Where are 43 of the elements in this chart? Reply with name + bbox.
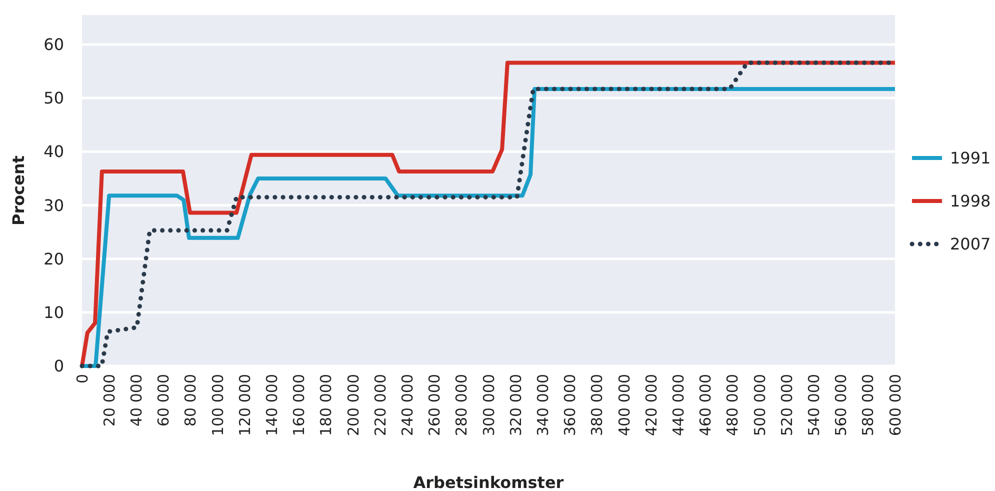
- x-tick-label: 220 000: [371, 374, 390, 436]
- y-tick-label: 40: [44, 142, 64, 162]
- y-tick-label: 0: [54, 356, 64, 376]
- x-tick-label: 440 000: [669, 374, 688, 436]
- x-tick-label: 580 000: [859, 374, 878, 436]
- x-tick-label: 280 000: [452, 374, 471, 436]
- y-tick-label: 60: [44, 35, 64, 54]
- x-tick-label: 40 000: [127, 374, 146, 426]
- x-tick-label: 520 000: [778, 374, 796, 436]
- y-tick-label: 30: [44, 196, 64, 215]
- x-tick-label: 240 000: [398, 374, 416, 436]
- x-tick-label: 420 000: [642, 374, 660, 436]
- x-tick-label: 260 000: [426, 374, 444, 436]
- x-tick-label: 540 000: [804, 374, 823, 436]
- legend-label: 2007: [950, 234, 991, 254]
- x-tick-label: 200 000: [344, 374, 362, 436]
- x-tick-label: 180 000: [317, 374, 336, 436]
- legend-label: 1998: [950, 192, 991, 211]
- x-tick-label: 400 000: [615, 374, 634, 436]
- x-tick-label: 460 000: [696, 374, 715, 436]
- x-tick-label: 300 000: [480, 374, 498, 436]
- x-tick-label: 20 000: [100, 374, 118, 426]
- x-tick-label: 140 000: [262, 374, 281, 436]
- y-tick-label: 10: [44, 303, 64, 322]
- y-tick-label: 20: [44, 249, 64, 268]
- x-tick-label: 100 000: [208, 374, 227, 436]
- x-tick-label: 380 000: [588, 374, 606, 436]
- x-tick-label: 360 000: [561, 374, 580, 436]
- y-axis-title: Procent: [9, 155, 28, 226]
- x-tick-label: 80 000: [182, 374, 200, 426]
- x-tick-label: 600 000: [886, 374, 904, 436]
- x-axis-title: Arbetsinkomster: [413, 473, 564, 491]
- x-tick-label: 500 000: [750, 374, 769, 436]
- x-tick-label: 60 000: [154, 374, 173, 426]
- legend-label: 1991: [950, 148, 991, 168]
- x-tick-label: 340 000: [534, 374, 552, 436]
- x-tick-label: 120 000: [236, 374, 254, 436]
- x-tick-label: 320 000: [506, 374, 525, 436]
- y-tick-label: 50: [44, 88, 64, 108]
- x-tick-label: 0: [73, 374, 92, 384]
- x-tick-label: 560 000: [832, 374, 850, 436]
- x-tick-label: 480 000: [724, 374, 742, 436]
- x-tick-label: 160 000: [290, 374, 308, 436]
